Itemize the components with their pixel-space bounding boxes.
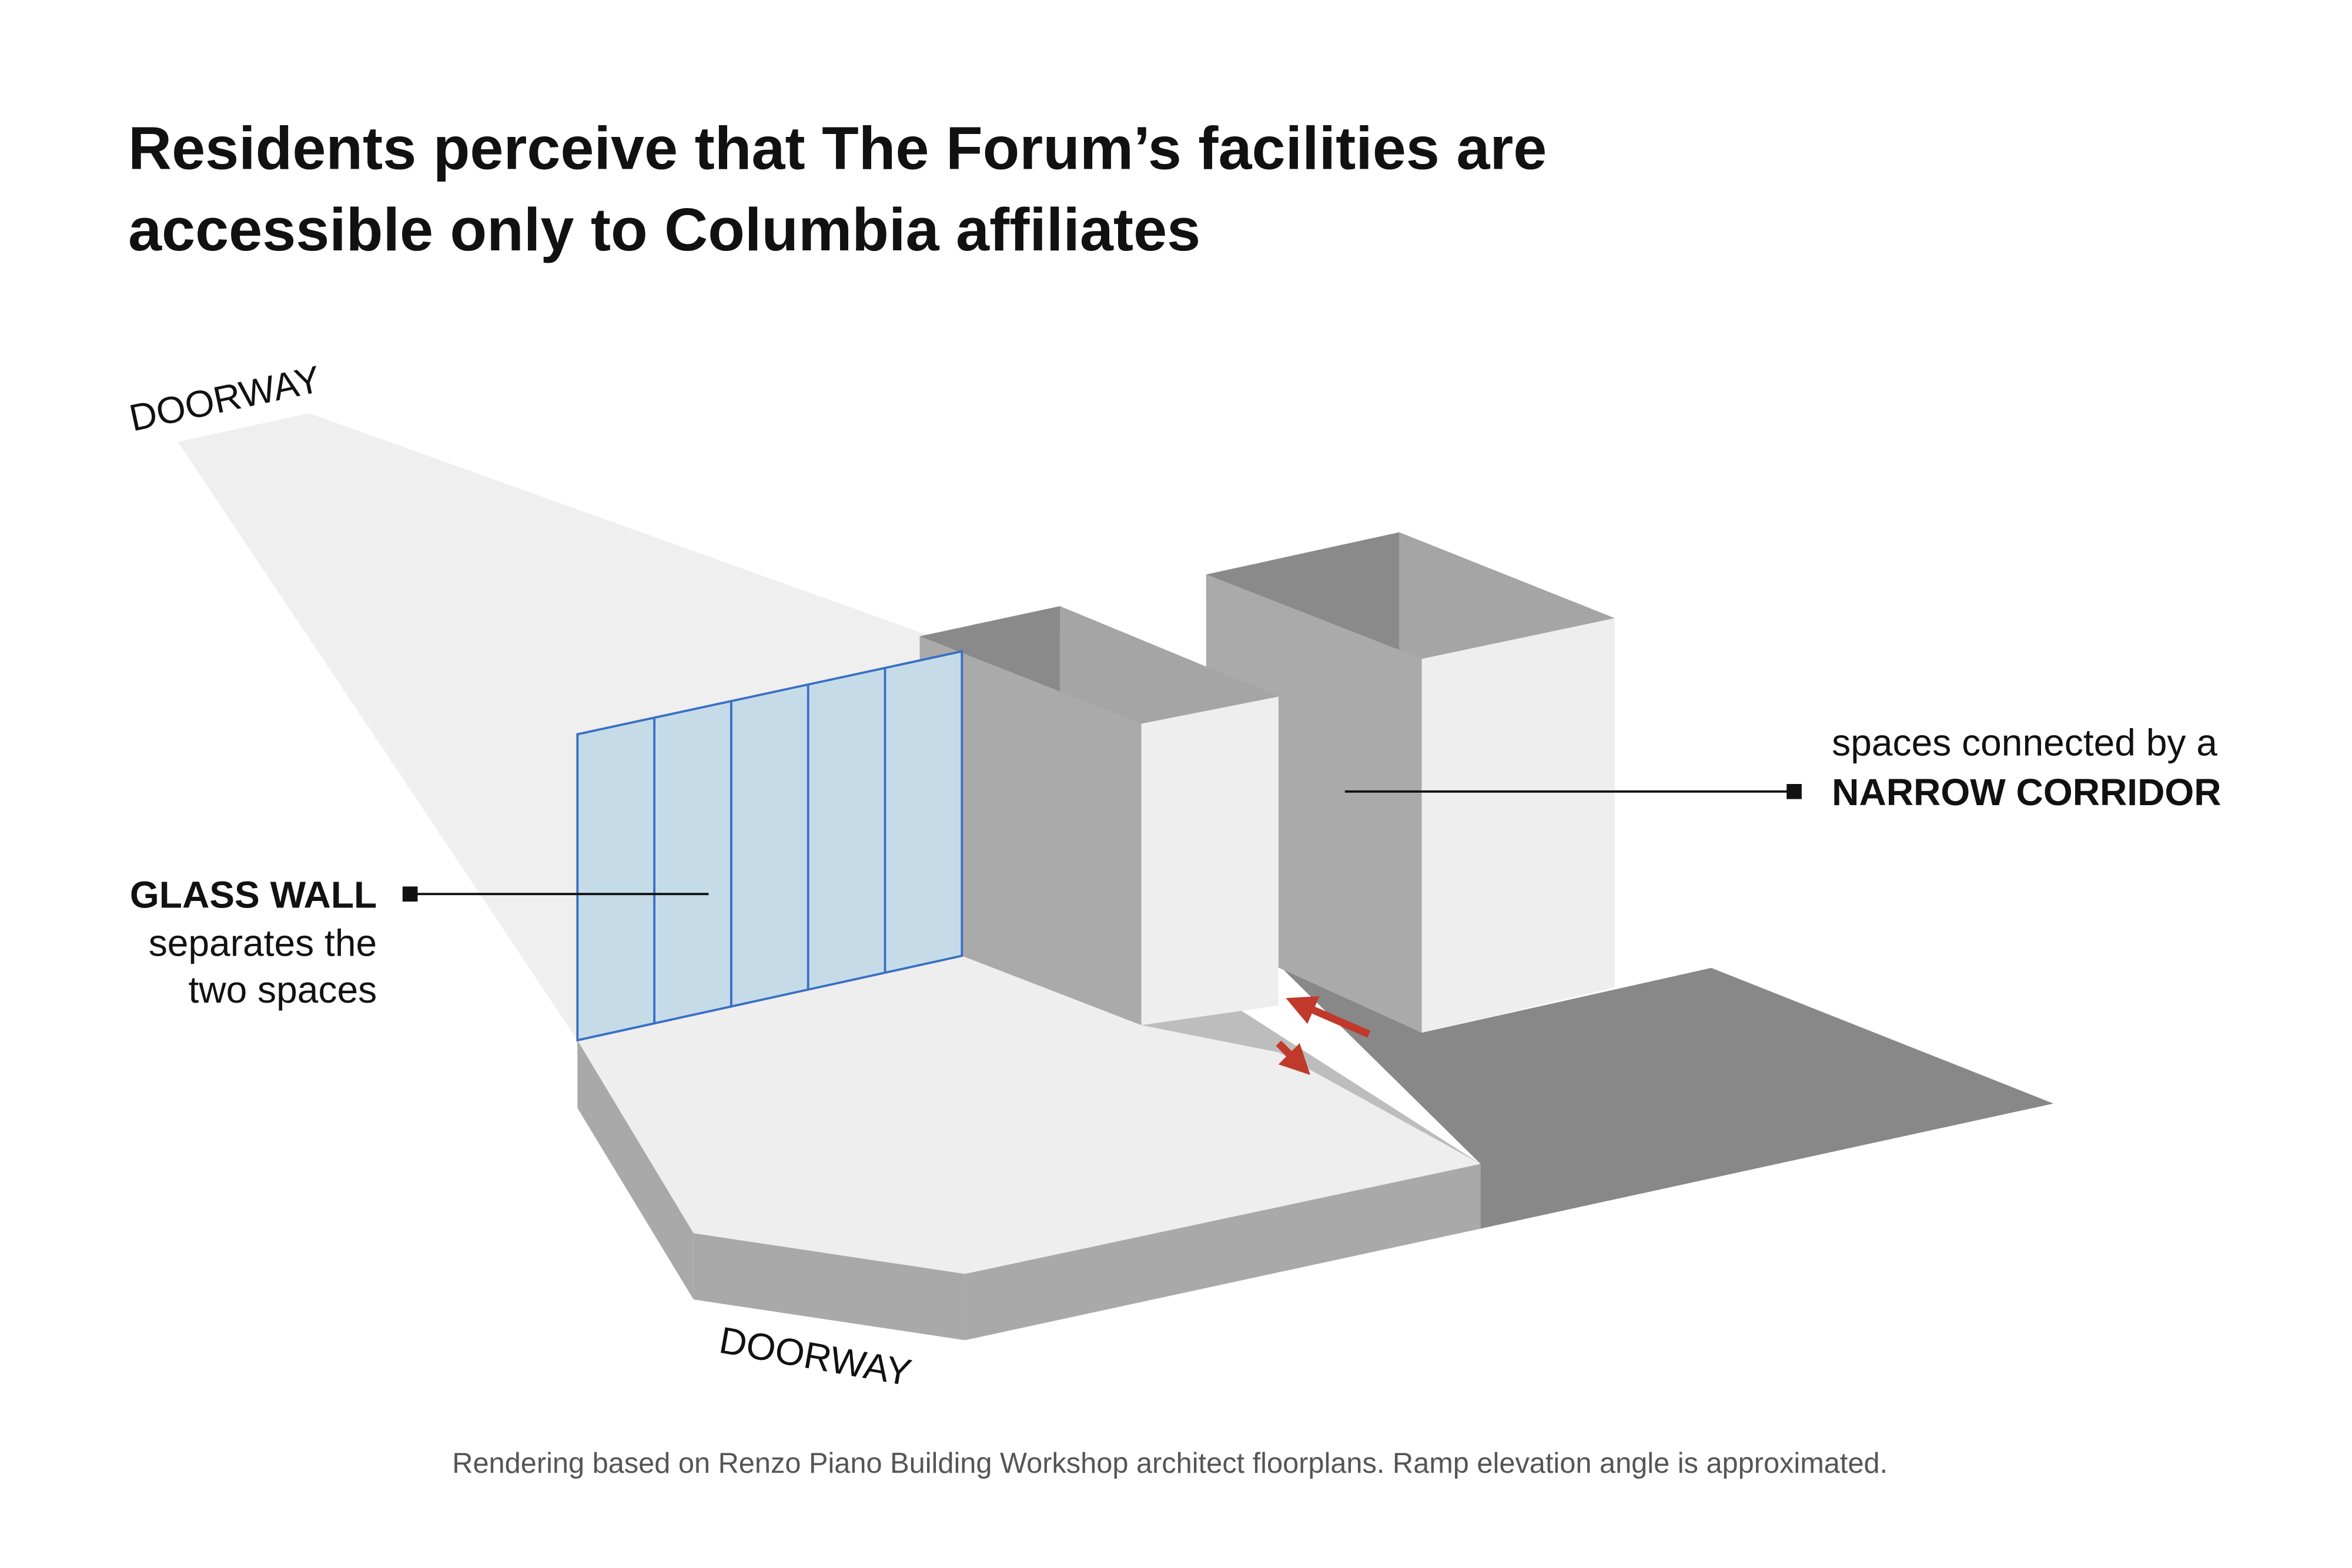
slab-side bbox=[577, 1040, 694, 1300]
building-face bbox=[919, 636, 1142, 1026]
slab-side bbox=[965, 1164, 1481, 1341]
building-inner bbox=[1060, 606, 1279, 724]
glass-label: separates the bbox=[149, 922, 377, 964]
corridor-label-bold: NARROW CORRIDOR bbox=[1832, 771, 2221, 813]
leader-end bbox=[402, 886, 418, 902]
leader-end bbox=[1786, 784, 1802, 799]
doorway-beam bbox=[178, 413, 965, 1041]
slab-side bbox=[693, 1233, 965, 1341]
dark-floor bbox=[1278, 964, 2054, 1229]
glass-label: two spaces bbox=[188, 969, 377, 1011]
building-inner bbox=[1399, 532, 1615, 659]
corridor-arrow bbox=[1286, 996, 1371, 1038]
building-face bbox=[1141, 696, 1279, 1026]
title-line: Residents perceive that The Forum’s faci… bbox=[128, 115, 1547, 182]
corridor-arrow bbox=[1276, 1040, 1310, 1076]
title-line: accessible only to Columbia affiliates bbox=[128, 196, 1200, 263]
building-face bbox=[1421, 618, 1615, 1033]
glass-label-bold: GLASS WALL bbox=[130, 873, 377, 916]
glass-mullions bbox=[653, 668, 886, 1024]
corridor-label: spaces connected by a bbox=[1832, 721, 2217, 763]
ramp bbox=[1141, 1006, 1481, 1164]
caption: Rendering based on Renzo Piano Building … bbox=[452, 1448, 1888, 1479]
glass-wall bbox=[576, 649, 963, 1042]
